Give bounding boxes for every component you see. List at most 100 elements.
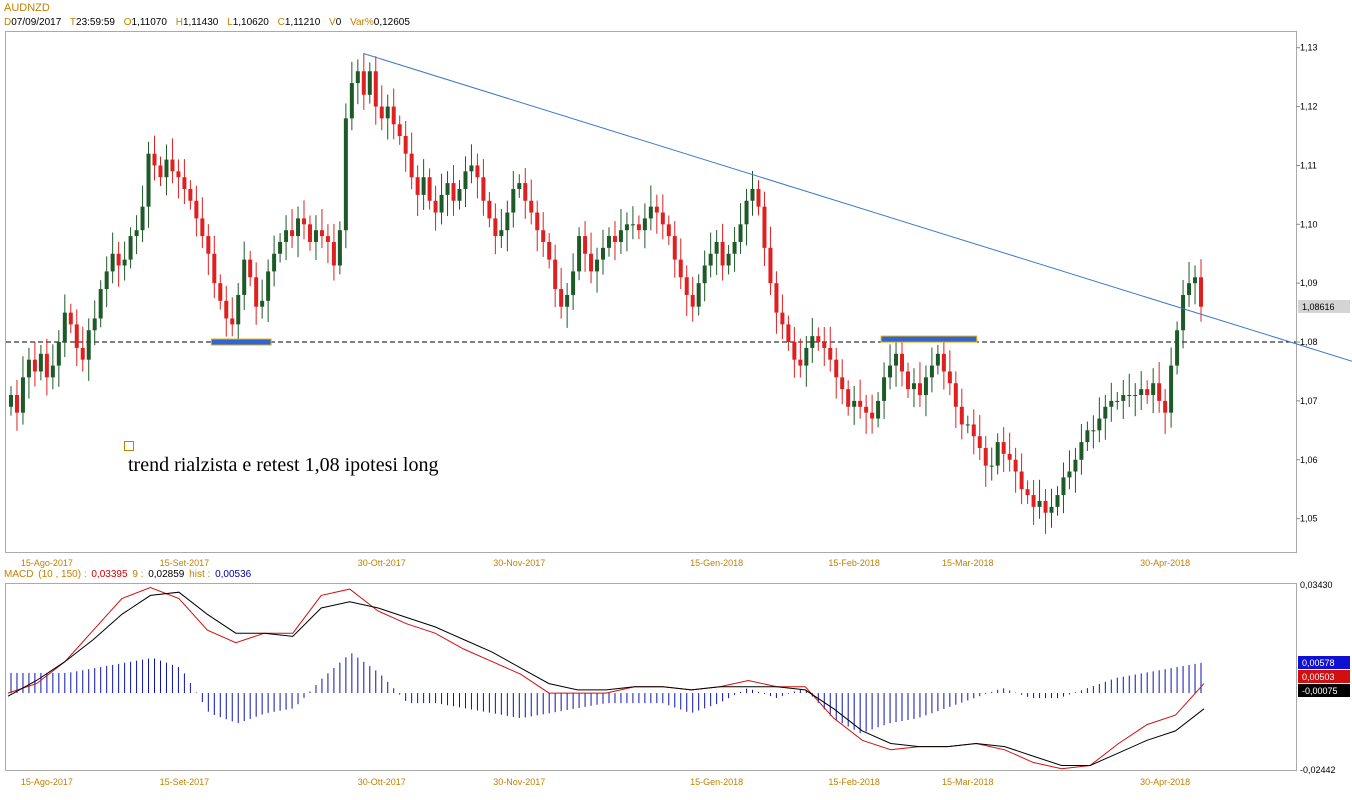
candle-body	[953, 383, 958, 407]
var-key: Var%	[350, 17, 374, 28]
candle-body	[403, 136, 408, 154]
low-value: 1,10620	[232, 17, 269, 28]
candle-body	[666, 224, 671, 237]
candle-body	[911, 383, 916, 390]
candle-body	[852, 400, 857, 407]
candle-body	[654, 206, 659, 213]
candle-body	[1181, 294, 1186, 331]
candle-body	[595, 259, 600, 272]
candle-body	[146, 153, 151, 207]
candle-body	[636, 224, 641, 231]
candle-body	[624, 224, 629, 231]
signal-value: 0,02859	[148, 569, 185, 580]
candle-body	[720, 241, 725, 266]
candle-body	[92, 318, 97, 331]
candle-body	[553, 259, 558, 290]
candles	[8, 53, 1204, 534]
time-value: 23:59:59	[76, 17, 115, 28]
price-y-tick-label: 1,13	[1300, 43, 1318, 53]
candle-body	[248, 259, 253, 278]
candle-body	[361, 71, 366, 95]
candle-body	[630, 224, 635, 226]
symbol-title: AUDNZD	[4, 2, 50, 14]
candle-body	[20, 377, 25, 413]
candle-body	[822, 342, 827, 348]
candle-body	[260, 300, 265, 307]
candle-body	[164, 159, 169, 178]
macd-lines	[7, 586, 1205, 770]
candle-body	[1043, 500, 1048, 513]
candle-body	[319, 230, 324, 237]
high-value: 1,11430	[182, 17, 219, 28]
signal-line	[7, 591, 1205, 766]
candle-body	[134, 230, 139, 237]
candle-body	[1055, 495, 1060, 507]
candle-body	[1121, 395, 1126, 401]
candle-body	[475, 165, 480, 178]
candle-body	[272, 253, 277, 272]
macd-badge-text: 0,00578	[1302, 658, 1335, 668]
candle-body	[1037, 500, 1042, 507]
candle-body	[1073, 459, 1078, 472]
annotation[interactable]: trend rialzista e retest 1,08 ipotesi lo…	[124, 441, 439, 477]
candle-body	[696, 283, 701, 307]
candle-body	[337, 230, 342, 266]
candle-body	[804, 347, 809, 366]
candle-body	[894, 353, 899, 366]
candle-body	[738, 224, 743, 242]
candle-body	[307, 224, 312, 242]
candle-body	[917, 383, 922, 396]
candle-body	[601, 247, 606, 260]
candle-body	[726, 253, 731, 266]
candle-body	[242, 259, 247, 295]
candle-body	[971, 424, 976, 437]
open-key: O	[123, 17, 132, 28]
candle-body	[343, 118, 348, 231]
candle-body	[660, 212, 665, 225]
candle-body	[313, 230, 318, 242]
candle-body	[618, 230, 623, 242]
price-x-tick-label: 15-Gen-2018	[690, 558, 743, 568]
candle-body	[385, 106, 390, 119]
candle-body	[959, 406, 964, 425]
annotation-marker-icon[interactable]	[124, 441, 134, 451]
candle-body	[1049, 506, 1054, 513]
candle-body	[104, 271, 109, 290]
candle-body	[1187, 283, 1192, 295]
candle-body	[1133, 395, 1138, 397]
candle-body	[965, 424, 970, 426]
candle-body	[768, 247, 773, 284]
candle-body	[714, 241, 719, 254]
candle-body	[445, 183, 450, 195]
candle-body	[828, 347, 833, 360]
candle-body	[929, 365, 934, 378]
candle-body	[750, 188, 755, 201]
macd-x-tick-label: 30-Ott-2017	[358, 777, 406, 787]
macd-name: MACD	[4, 569, 34, 580]
macd-badge-bg	[1298, 684, 1350, 697]
candle-body	[50, 365, 55, 378]
candle-body	[732, 241, 737, 254]
candle-body	[8, 395, 13, 407]
candle-body	[1013, 459, 1018, 472]
low-key: L	[227, 17, 233, 28]
candle-body	[1193, 277, 1198, 284]
candle-body	[529, 200, 534, 213]
candle-body	[1079, 442, 1084, 460]
macd-readout: MACD (10 , 150) : 0,03395 9 : 0,02859 hi…	[4, 569, 253, 580]
candle-body	[56, 342, 61, 366]
price-y-tick-label: 1,07	[1300, 396, 1318, 406]
candle-body	[846, 389, 851, 407]
trendline[interactable]	[363, 53, 1352, 363]
candle-body	[1115, 400, 1120, 402]
candle-body	[1169, 365, 1174, 413]
candle-body	[702, 265, 707, 284]
candle-body	[212, 253, 217, 284]
candle-body	[1139, 389, 1144, 396]
macd-histogram	[10, 653, 1202, 733]
annotation-text: trend rialzista e retest 1,08 ipotesi lo…	[128, 454, 438, 476]
macd-y-tick-label: 0,03430	[1300, 580, 1333, 590]
retest-zones	[210, 335, 978, 346]
candle-body	[1175, 330, 1180, 366]
